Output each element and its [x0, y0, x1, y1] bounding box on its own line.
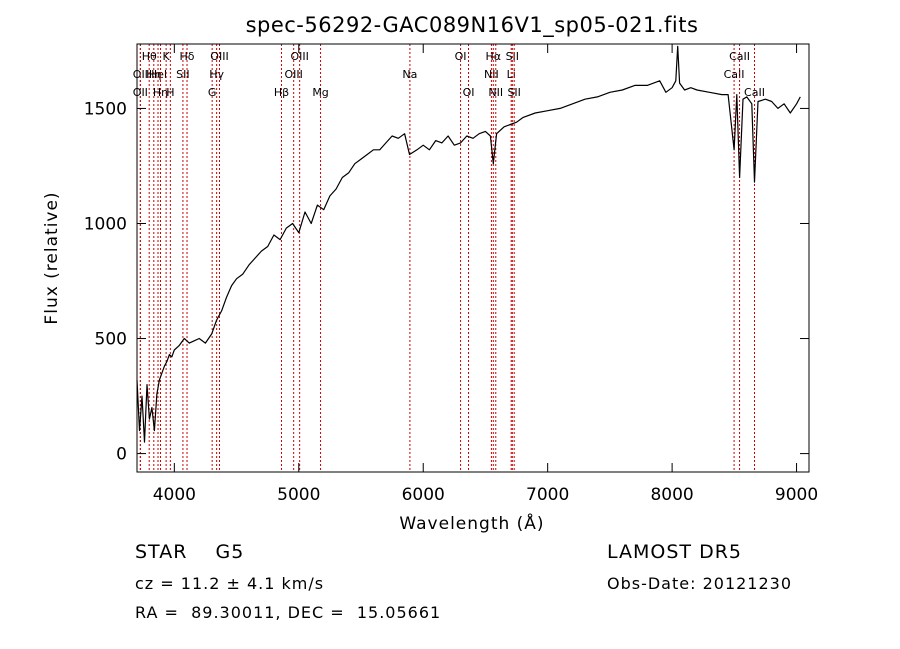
marker-label-26: CaII — [724, 68, 745, 81]
x-tick-label-2: 6000 — [402, 485, 445, 505]
chart-title: spec-56292-GAC089N16V1_sp05-021.fits — [246, 13, 699, 38]
marker-label-23: Li — [507, 68, 516, 81]
marker-label-13: Hβ — [274, 86, 289, 99]
marker-label-22: NII — [488, 86, 503, 99]
marker-label-7: H — [166, 86, 174, 99]
y-tick-label-0: 0 — [116, 445, 127, 465]
marker-label-16: Mg — [312, 86, 328, 99]
marker-label-21: Hα — [486, 50, 502, 63]
survey-name: LAMOST DR5 — [607, 541, 742, 563]
x-tick-label-0: 4000 — [153, 485, 196, 505]
marker-label-6: K — [163, 50, 171, 63]
x-tick-label-1: 5000 — [277, 485, 320, 505]
marker-label-15: OIII — [290, 50, 308, 63]
marker-label-12: OIII — [210, 50, 228, 63]
observation-date: Obs-Date: 20121230 — [607, 574, 793, 593]
marker-label-2: HeI — [149, 68, 167, 81]
x-tick-label-4: 8000 — [650, 485, 693, 505]
marker-label-19: OI — [463, 86, 475, 99]
marker-label-27: CaII — [729, 50, 750, 63]
marker-label-25: SII — [507, 86, 520, 99]
marker-label-8: SII — [176, 68, 189, 81]
y-axis-label: Flux (relative) — [42, 191, 62, 324]
marker-label-0: Hθ — [142, 50, 157, 63]
spectrum-series — [136, 45, 801, 443]
marker-label-5: Hη — [153, 86, 168, 99]
marker-label-4: OII — [133, 86, 148, 99]
x-tick-label-5: 9000 — [775, 485, 818, 505]
object-class: STAR G5 — [135, 541, 245, 563]
plot-frame — [136, 43, 810, 473]
x-axis-label: Wavelength (Å) — [399, 512, 544, 534]
y-tick-label-3: 1500 — [84, 99, 127, 119]
y-tick-label-1: 500 — [95, 330, 127, 350]
marker-label-20: NII — [484, 68, 499, 81]
coordinates: RA = 89.30011, DEC = 15.05661 — [135, 603, 442, 622]
marker-label-24: SII — [506, 50, 519, 63]
marker-label-10: G — [208, 86, 217, 99]
marker-label-18: OI — [455, 50, 467, 63]
marker-label-28: CaII — [744, 86, 765, 99]
y-tick-label-2: 1000 — [84, 214, 127, 234]
axes: 4000 5000 6000 7000 8000 9000 0 500 1000 1500 — [84, 44, 818, 505]
marker-label-9: Hδ — [180, 50, 195, 63]
spectrum-line-0 — [136, 45, 801, 443]
marker-label-14: OIII — [284, 68, 302, 81]
marker-label-17: Na — [402, 68, 417, 81]
redshift-cz: cz = 11.2 ± 4.1 km/s — [135, 574, 325, 593]
marker-label-11: Hγ — [209, 68, 224, 81]
x-tick-label-3: 7000 — [526, 485, 569, 505]
